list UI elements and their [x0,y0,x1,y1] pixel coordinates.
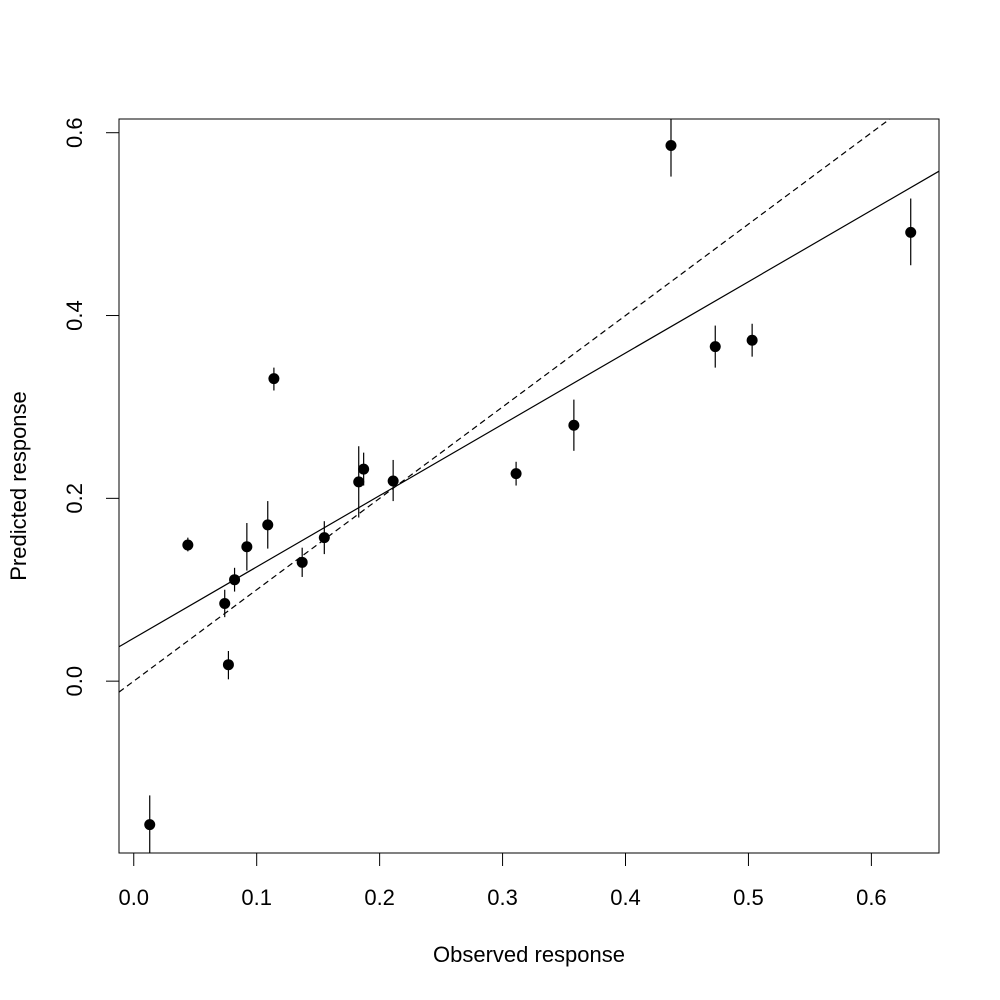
x-tick-label: 0.5 [733,885,764,910]
y-axis-title: Predicted response [6,391,31,581]
x-tick-label: 0.3 [487,885,518,910]
data-point [709,341,721,353]
data-point [358,463,370,475]
x-tick-label: 0.2 [364,885,395,910]
data-point [144,819,156,831]
data-point [268,373,280,385]
y-tick-label: 0.0 [62,666,87,697]
fit-lines [118,118,940,693]
y-axis: 0.0 0.2 0.4 0.6 [62,117,120,697]
data-point [182,539,194,551]
data-point [219,597,231,609]
data-point [665,140,677,152]
data-point [262,519,274,531]
data-points [144,140,917,831]
data-point [229,574,241,586]
identity-line [118,118,891,693]
data-point [568,419,580,431]
data-point [905,226,917,238]
x-tick-label: 0.1 [241,885,272,910]
y-tick-label: 0.2 [62,483,87,514]
data-point [353,476,365,488]
data-point [510,468,522,480]
x-tick-label: 0.0 [118,885,149,910]
data-point [222,659,234,671]
x-axis-title: Observed response [433,942,625,967]
x-axis: 0.0 0.1 0.2 0.3 0.4 0.5 0.6 [118,852,887,910]
data-point [241,541,253,553]
x-tick-label: 0.4 [610,885,641,910]
data-point [746,334,758,346]
regression-line [118,170,940,648]
x-tick-label: 0.6 [856,885,887,910]
data-point [318,532,330,544]
data-point [387,475,399,487]
y-tick-label: 0.4 [62,300,87,331]
y-tick-label: 0.6 [62,117,87,148]
data-point [296,556,308,568]
